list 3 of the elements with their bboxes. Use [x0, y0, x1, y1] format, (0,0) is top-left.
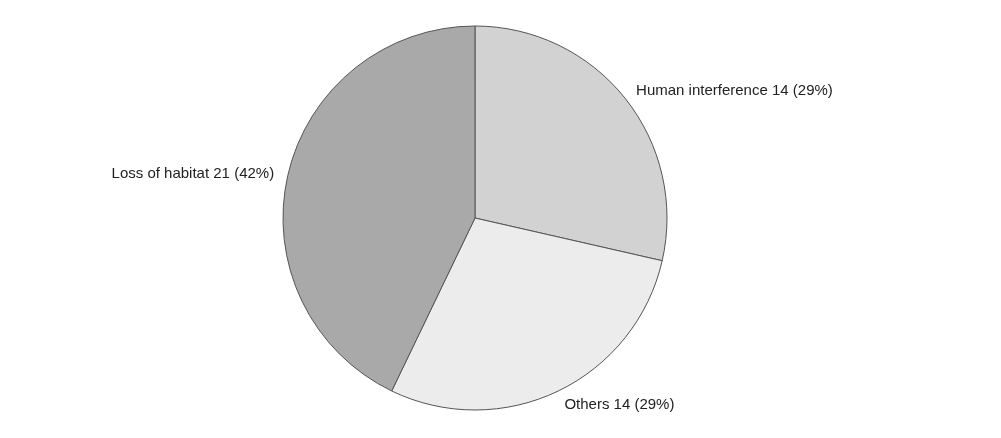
- slice-label: Loss of habitat 21 (42%): [111, 163, 275, 181]
- slice-label: Others 14 (29%): [564, 395, 675, 413]
- slice-label: Human interference 14 (29%): [636, 81, 833, 99]
